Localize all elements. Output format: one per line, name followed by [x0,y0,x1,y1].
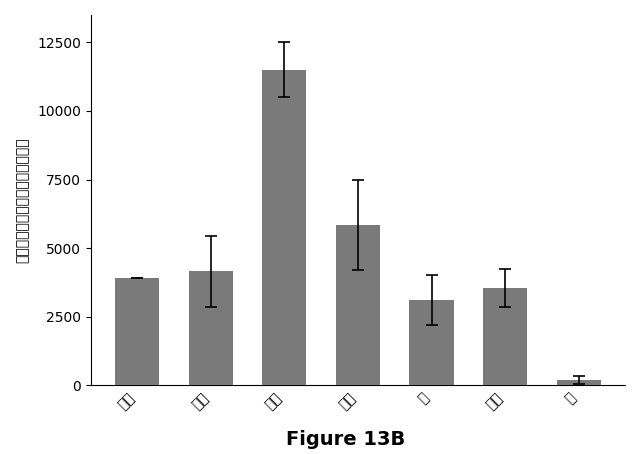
Y-axis label: 組織１グラム当たりのナノグラム: 組織１グラム当たりのナノグラム [15,137,29,263]
Bar [262,70,307,385]
Bar [483,288,527,385]
Bar [557,380,601,385]
Bar [410,300,454,385]
Bar [189,271,233,385]
Bar [336,225,380,385]
Text: Figure 13B: Figure 13B [286,430,405,449]
Bar [115,278,159,385]
